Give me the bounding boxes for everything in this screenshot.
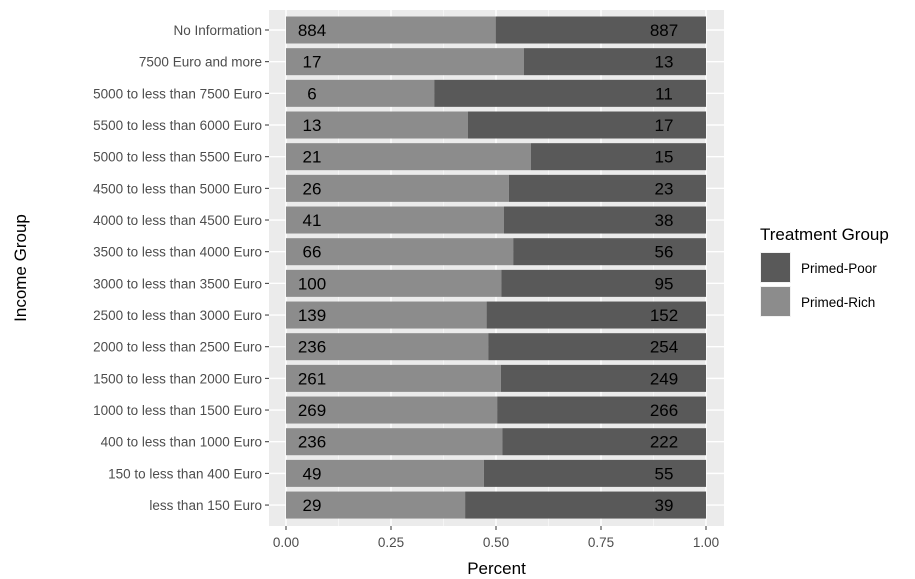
legend-label: Primed-Rich [801, 295, 875, 310]
bar-primed-poor [468, 111, 706, 139]
legend-label: Primed-Poor [801, 261, 877, 276]
bar-primed-rich [286, 301, 487, 329]
bar-label-primed-poor: 152 [650, 306, 678, 325]
bar-primed-rich [286, 396, 498, 424]
bar-label-primed-poor: 55 [655, 464, 674, 483]
bar-labels: 884 887 17 13 6 11 13 17 21 15 26 23 41 38 66 56 100 95 13… [298, 21, 678, 515]
bar-primed-rich [286, 269, 502, 297]
y-tick-label: 3000 to less than 3500 Euro [93, 276, 262, 291]
legend-title: Treatment Group [760, 225, 889, 244]
bar-label-primed-poor: 17 [655, 116, 674, 135]
bar-label-primed-rich: 66 [303, 243, 322, 262]
bar-primed-poor [434, 79, 706, 107]
bar-primed-poor [524, 48, 706, 76]
y-tick-label: 3500 to less than 4000 Euro [93, 245, 262, 260]
bar-primed-poor [508, 174, 706, 202]
bar-label-primed-poor: 222 [650, 433, 678, 452]
y-tick-label: 150 to less than 400 Euro [108, 466, 262, 481]
bar-label-primed-poor: 254 [650, 338, 678, 357]
bar-primed-poor [483, 459, 706, 487]
y-tick-label: 7500 Euro and more [139, 55, 262, 70]
x-tick-label: 0.00 [273, 535, 299, 550]
bar-label-primed-poor: 266 [650, 401, 678, 420]
y-tick-label: less than 150 Euro [149, 498, 262, 513]
y-tick-label: 1500 to less than 2000 Euro [93, 371, 262, 386]
bars [286, 16, 706, 519]
bar-primed-rich [286, 491, 466, 519]
y-tick-label: 2500 to less than 3000 Euro [93, 308, 262, 323]
x-axis: 0.00 0.25 0.50 0.75 1.00 [273, 526, 719, 550]
bar-label-primed-rich: 884 [298, 21, 326, 40]
bar-label-primed-rich: 100 [298, 274, 326, 293]
legend-swatch [761, 287, 790, 316]
bar-label-primed-rich: 236 [298, 433, 326, 452]
bar-label-primed-poor: 13 [655, 53, 674, 72]
bar-primed-rich [286, 364, 501, 392]
bar-primed-poor [503, 206, 706, 234]
bar-label-primed-rich: 26 [303, 179, 322, 198]
bar-primed-poor [497, 396, 706, 424]
bar-label-primed-rich: 269 [298, 401, 326, 420]
y-tick-label: 5500 to less than 6000 Euro [93, 118, 262, 133]
bar-label-primed-rich: 6 [307, 84, 316, 103]
x-tick-label: 0.75 [588, 535, 614, 550]
y-tick-label: 2000 to less than 2500 Euro [93, 340, 262, 355]
bar-label-primed-poor: 38 [655, 211, 674, 230]
bar-primed-poor [488, 333, 706, 361]
legend: Treatment Group Primed-Poor Primed-Rich [760, 225, 889, 317]
legend-items: Primed-Poor Primed-Rich [760, 252, 877, 317]
y-tick-label: 400 to less than 1000 Euro [101, 435, 262, 450]
bar-label-primed-poor: 95 [655, 274, 674, 293]
y-axis: No Information 7500 Euro and more 5000 to … [93, 23, 269, 513]
bar-primed-poor [502, 428, 706, 456]
bar-primed-rich [286, 79, 435, 107]
x-tick-label: 0.25 [378, 535, 404, 550]
bar-label-primed-rich: 13 [303, 116, 322, 135]
bar-primed-rich [286, 459, 484, 487]
bar-primed-rich [286, 333, 489, 361]
bar-primed-poor [465, 491, 706, 519]
legend-swatch [761, 253, 790, 282]
bar-label-primed-rich: 17 [303, 53, 322, 72]
bar-primed-rich [286, 111, 468, 139]
bar-label-primed-poor: 15 [655, 148, 674, 167]
y-tick-label: 5000 to less than 5500 Euro [93, 150, 262, 165]
bar-primed-poor [531, 143, 706, 171]
y-tick-label: No Information [173, 23, 262, 38]
bar-label-primed-poor: 39 [655, 496, 674, 515]
bar-label-primed-poor: 23 [655, 179, 674, 198]
bar-primed-rich [286, 238, 514, 266]
bar-label-primed-poor: 56 [655, 243, 674, 262]
bar-label-primed-rich: 236 [298, 338, 326, 357]
bar-primed-poor [486, 301, 706, 329]
bar-primed-rich [286, 206, 504, 234]
y-tick-label: 5000 to less than 7500 Euro [93, 86, 262, 101]
bar-label-primed-rich: 21 [303, 148, 322, 167]
bar-primed-rich [286, 174, 509, 202]
bar-primed-rich [286, 428, 503, 456]
x-tick-label: 1.00 [693, 535, 719, 550]
bar-label-primed-rich: 139 [298, 306, 326, 325]
y-tick-label: 1000 to less than 1500 Euro [93, 403, 262, 418]
bar-primed-rich [286, 16, 496, 44]
y-axis-title: Income Group [11, 214, 30, 322]
y-tick-label: 4000 to less than 4500 Euro [93, 213, 262, 228]
bar-primed-rich [286, 143, 531, 171]
x-tick-label: 0.50 [483, 535, 509, 550]
y-tick-label: 4500 to less than 5000 Euro [93, 181, 262, 196]
bar-primed-rich [286, 48, 524, 76]
bar-primed-poor [495, 16, 706, 44]
bar-label-primed-poor: 11 [655, 84, 673, 103]
bar-label-primed-rich: 29 [303, 496, 322, 515]
bar-label-primed-poor: 249 [650, 369, 678, 388]
bar-label-primed-rich: 41 [303, 211, 322, 230]
x-axis-title: Percent [467, 559, 526, 578]
bar-primed-poor [501, 269, 706, 297]
bar-label-primed-rich: 49 [303, 464, 322, 483]
bar-primed-poor [513, 238, 706, 266]
bar-label-primed-rich: 261 [298, 369, 326, 388]
bar-primed-poor [500, 364, 706, 392]
bar-label-primed-poor: 887 [650, 21, 678, 40]
